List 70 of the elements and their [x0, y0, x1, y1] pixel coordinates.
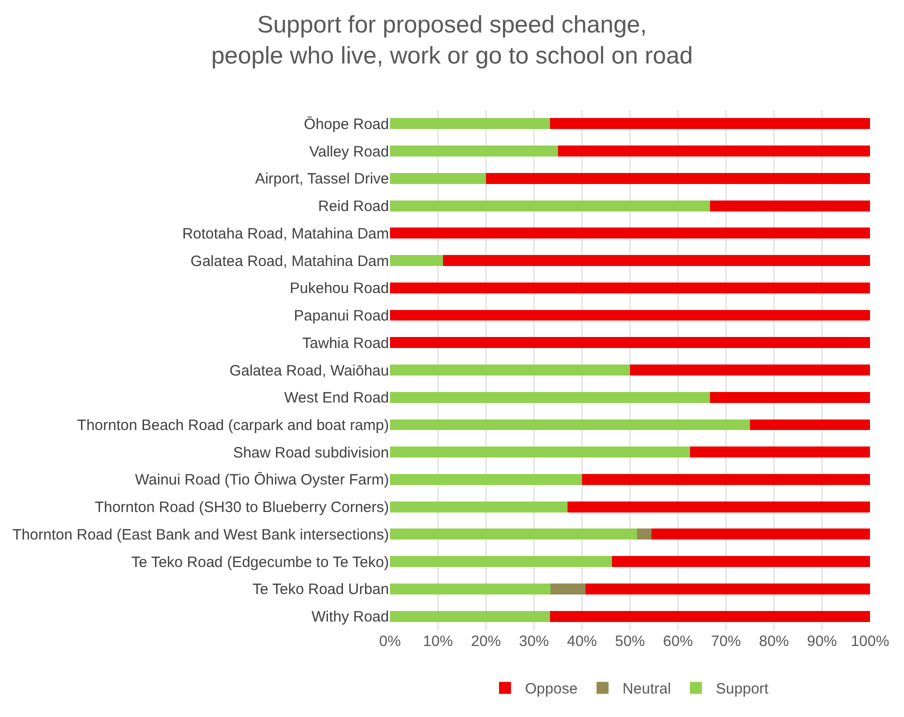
bar: [390, 200, 710, 212]
x-tick-label: 60%: [662, 633, 694, 650]
y-tick-label: Ōhope Road: [304, 116, 389, 133]
x-tick-label: 100%: [850, 633, 890, 650]
bar: [390, 172, 486, 184]
bar: [390, 364, 630, 376]
y-tick-label: Valley Road: [309, 143, 389, 160]
y-tick-label: Wainui Road (Tio Ōhiwa Oyster Farm): [135, 472, 389, 489]
bar: [390, 419, 750, 430]
x-tick-label: 50%: [614, 633, 646, 650]
y-tick-label: Airport, Tassel Drive: [255, 170, 389, 188]
bar: [390, 282, 870, 294]
y-tick-label: Papanui Road: [294, 308, 389, 325]
bar: [568, 501, 870, 512]
y-tick-label: Te Teko Road Urban: [252, 581, 389, 598]
bar: [390, 228, 870, 239]
bar: [630, 364, 870, 376]
bar: [652, 528, 870, 540]
x-tick-label: 10%: [422, 633, 454, 650]
bar: [550, 610, 870, 622]
bar: [390, 474, 582, 485]
bar: [390, 392, 710, 403]
x-tick-label: 20%: [470, 633, 502, 650]
y-tick-label: Thornton Road (East Bank and West Bank intersections): [12, 526, 389, 544]
y-tick-label: Withy Road: [311, 608, 389, 626]
bar: [390, 528, 638, 540]
bar: [637, 528, 652, 540]
bar: [390, 255, 443, 266]
bar: [390, 556, 612, 568]
bar: [390, 118, 550, 130]
y-tick-label: Shaw Road subdivision: [233, 444, 389, 462]
chart-title: Support for proposed speed change, people who live, work or go to school on road: [211, 11, 693, 70]
y-tick-label: Tawhia Road: [302, 334, 389, 352]
legend-label: Oppose: [525, 680, 578, 698]
x-tick-label: 70%: [710, 633, 742, 650]
y-tick-label: Galatea Road, Waiōhau: [229, 362, 389, 380]
legend-label: Neutral: [622, 680, 671, 698]
y-tick-label: Pukehou Road: [290, 280, 389, 298]
bar: [550, 118, 870, 130]
x-tick-label: 30%: [518, 633, 550, 650]
bar: [582, 474, 870, 485]
bar: [390, 337, 870, 348]
bar: [710, 200, 870, 212]
y-tick-label: Galatea Road, Matahina Dam: [190, 252, 389, 270]
bar: [390, 610, 550, 622]
bar: [390, 446, 690, 458]
bar: [390, 583, 550, 594]
x-tick-label: 40%: [566, 633, 598, 650]
bar: [390, 146, 558, 157]
y-tick-label: Thornton Road (SH30 to Blueberry Corners): [94, 499, 389, 516]
bar: [690, 446, 870, 458]
x-tick-label: 0%: [379, 633, 401, 650]
bar: [558, 146, 870, 157]
y-tick-label: Thornton Beach Road (carpark and boat ramp): [77, 416, 389, 434]
bar: [750, 419, 870, 430]
bar: [550, 583, 586, 594]
bar: [612, 556, 870, 568]
y-tick-label: Rototaha Road, Matahina Dam: [182, 225, 389, 242]
x-tick-label: 90%: [806, 633, 838, 650]
bar: [486, 172, 870, 184]
bar: [390, 310, 870, 321]
bar: [390, 501, 568, 512]
y-tick-label: Reid Road: [318, 198, 389, 216]
x-tick-label: 80%: [758, 633, 790, 650]
bar: [710, 392, 870, 403]
y-tick-label: West End Road: [284, 390, 389, 407]
bar: [442, 255, 870, 266]
legend-label: Support: [716, 680, 770, 698]
bar: [585, 583, 870, 594]
y-tick-label: Te Teko Road (Edgecumbe to Te Teko): [131, 554, 389, 571]
